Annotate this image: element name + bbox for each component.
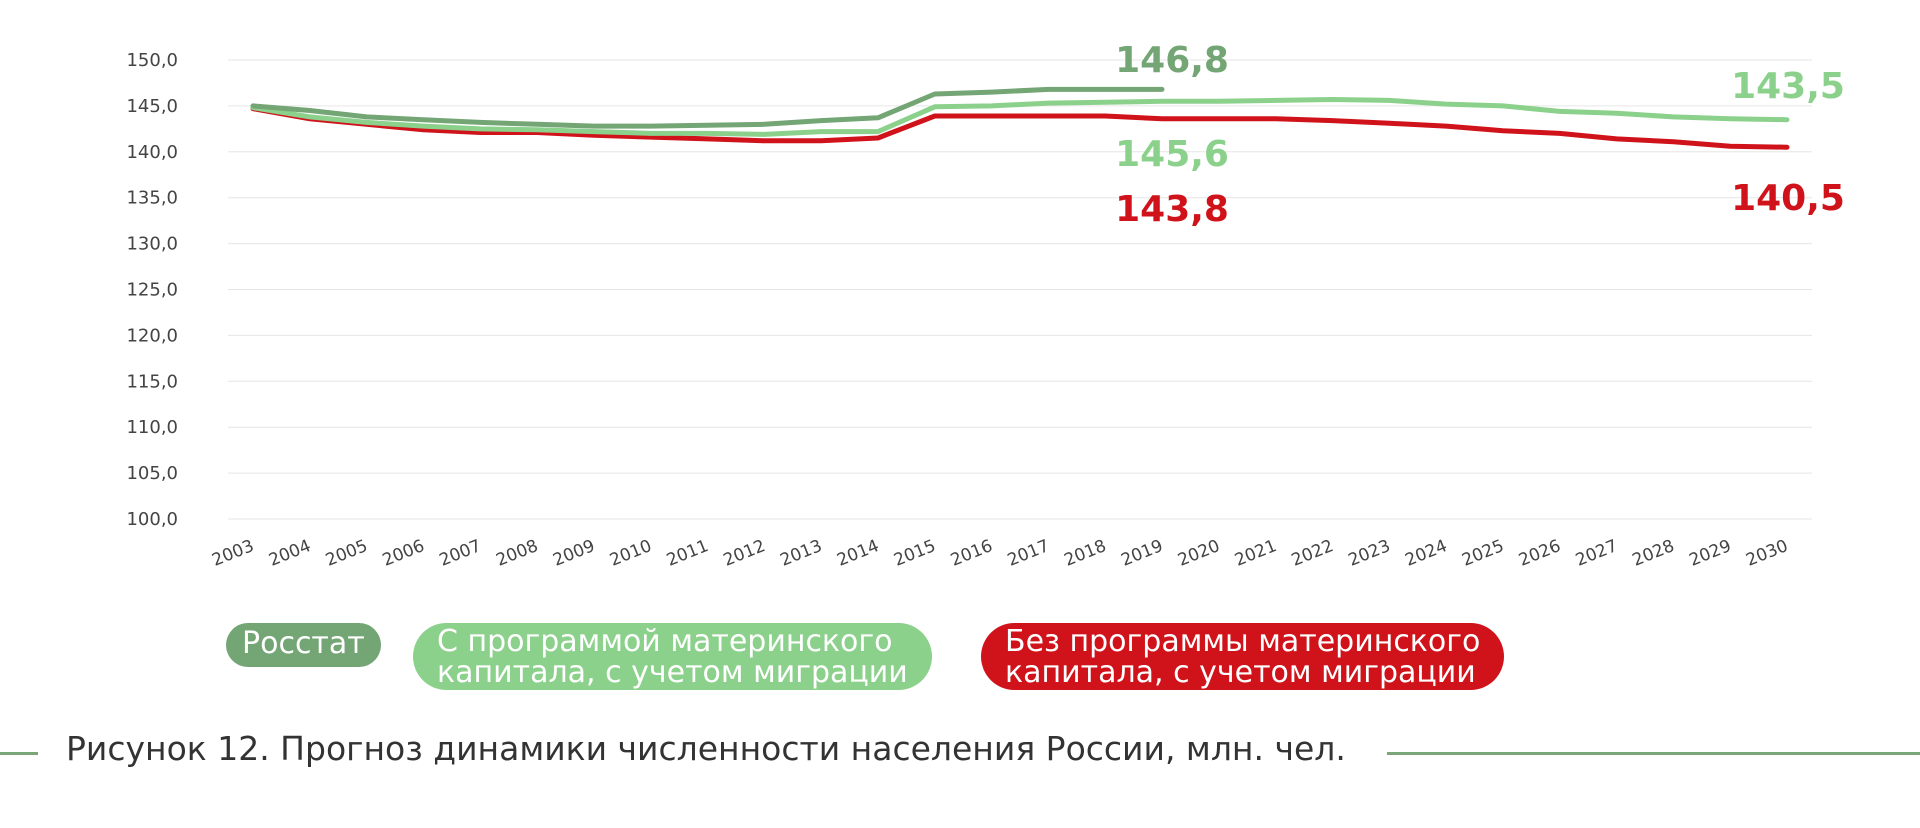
- y-tick-label: 110,0: [126, 417, 178, 438]
- x-tick-label: 2011: [664, 536, 712, 571]
- x-tick-label: 2025: [1459, 536, 1507, 571]
- x-tick-label: 2006: [380, 536, 428, 571]
- figure-caption: Рисунок 12. Прогноз динамики численности…: [66, 729, 1346, 768]
- data-label-without-capital-2019: 143,8: [1115, 189, 1229, 230]
- caption-divider-right: [1387, 752, 1920, 755]
- series-line-2: [250, 106, 1790, 150]
- x-axis-ticks: 2003 2004 2005 2006 2007 2008 2009 2010 2011 2012…: [209, 536, 1791, 571]
- data-label-rosstat-2019: 146,8: [1115, 40, 1229, 81]
- y-tick-label: 135,0: [126, 188, 178, 209]
- x-tick-label: 2020: [1175, 536, 1223, 571]
- population-line-chart: 100,0 105,0 110,0 115,0 120,0 125,0 130,0 135,0…: [126, 40, 1845, 571]
- x-tick-label: 2018: [1062, 536, 1110, 571]
- chart-gridlines: [228, 59, 1812, 520]
- y-tick-label: 130,0: [126, 234, 178, 255]
- x-tick-label: 2014: [834, 536, 882, 571]
- x-tick-label: 2024: [1402, 536, 1450, 571]
- x-tick-label: 2030: [1743, 536, 1791, 571]
- x-tick-label: 2016: [948, 536, 996, 571]
- x-tick-label: 2015: [891, 536, 939, 571]
- x-tick-label: 2009: [550, 536, 598, 571]
- data-labels: 146,8 145,6 143,8 143,5 140,5: [1115, 40, 1845, 230]
- y-axis-ticks: 100,0 105,0 110,0 115,0 120,0 125,0 130,0 135,0…: [126, 50, 178, 530]
- y-tick-label: 150,0: [126, 50, 178, 71]
- series-line-0: [250, 86, 1165, 129]
- x-tick-label: 2023: [1346, 536, 1394, 571]
- x-tick-label: 2022: [1289, 536, 1337, 571]
- x-tick-label: 2028: [1630, 536, 1678, 571]
- data-label-with-capital-2019: 145,6: [1115, 134, 1229, 175]
- legend-item-rosstat: Росстат: [226, 623, 381, 667]
- x-tick-label: 2021: [1232, 536, 1280, 571]
- legend-label-line1: Росстат: [242, 626, 365, 661]
- x-tick-label: 2010: [607, 536, 655, 571]
- y-tick-label: 115,0: [126, 371, 178, 392]
- x-tick-label: 2029: [1687, 536, 1735, 571]
- series-line-1: [250, 97, 1790, 137]
- x-tick-label: 2012: [721, 536, 769, 571]
- chart-series: [250, 86, 1790, 150]
- legend-label-line2: капитала, с учетом миграции: [1005, 655, 1476, 690]
- x-tick-label: 2005: [323, 536, 371, 571]
- x-tick-label: 2026: [1516, 536, 1564, 571]
- legend-label-line1: С программой материнского: [437, 624, 893, 659]
- legend-label-line1: Без программы материнского: [1005, 624, 1481, 659]
- caption-divider-left: [0, 752, 38, 755]
- y-tick-label: 120,0: [126, 325, 178, 346]
- x-tick-label: 2013: [777, 536, 825, 571]
- data-label-with-capital-2030: 143,5: [1731, 66, 1845, 107]
- x-tick-label: 2019: [1118, 536, 1166, 571]
- x-tick-label: 2027: [1573, 536, 1621, 571]
- legend-label-line2: капитала, с учетом миграции: [437, 655, 908, 690]
- y-tick-label: 125,0: [126, 280, 178, 301]
- y-tick-label: 100,0: [126, 509, 178, 530]
- legend-item-with-maternity-capital: С программой материнского капитала, с уч…: [413, 623, 932, 690]
- x-tick-label: 2007: [437, 536, 485, 571]
- x-tick-label: 2008: [493, 536, 541, 571]
- x-tick-label: 2017: [1005, 536, 1053, 571]
- x-tick-label: 2004: [266, 536, 314, 571]
- x-tick-label: 2003: [209, 536, 257, 571]
- data-label-without-capital-2030: 140,5: [1731, 178, 1845, 219]
- legend-item-without-maternity-capital: Без программы материнского капитала, с у…: [981, 623, 1505, 690]
- y-tick-label: 145,0: [126, 96, 178, 117]
- y-tick-label: 140,0: [126, 142, 178, 163]
- y-tick-label: 105,0: [126, 463, 178, 484]
